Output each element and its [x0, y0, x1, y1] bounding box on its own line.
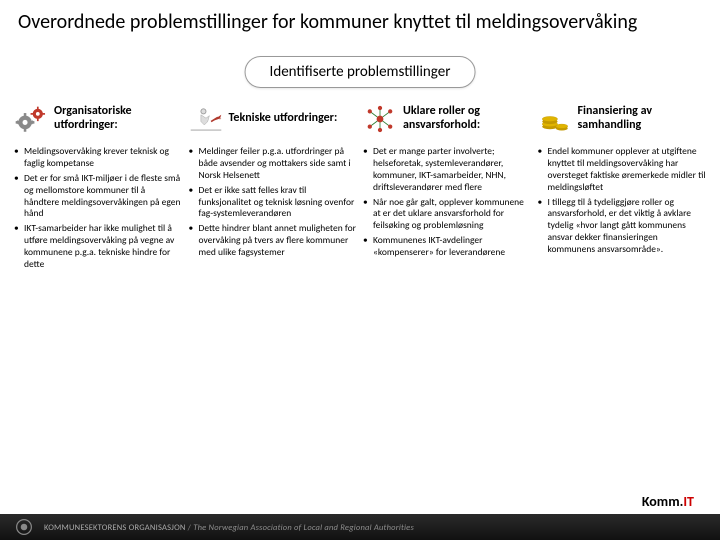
network-icon: [363, 104, 397, 134]
column-organisational: Organisatoriske utfordringer: Meldingsov…: [14, 98, 183, 274]
column-title: Tekniske utfordringer:: [229, 112, 338, 126]
column-title: Organisatoriske utfordringer:: [54, 105, 183, 133]
list-item: Dette hindrer blant annet muligheten for…: [189, 223, 358, 259]
subtitle-box: Identifiserte problemstillinger: [245, 56, 476, 88]
column-roles: Uklare roller og ansvarsforhold: Det er …: [363, 98, 532, 274]
footer-org-en: The Norwegian Association of Local and R…: [193, 523, 414, 533]
column-technical: Tekniske utfordringer: Meldinger feiler …: [189, 98, 358, 274]
bullet-list: Meldinger feiler p.g.a. utfordringer på …: [189, 146, 358, 259]
gears-icon: [14, 104, 48, 134]
column-title: Uklare roller og ansvarsforhold:: [403, 105, 532, 133]
column-header: Tekniske utfordringer:: [189, 98, 358, 140]
runner-icon: [189, 104, 223, 134]
list-item: Det er ikke satt felles krav til funksjo…: [189, 185, 358, 221]
page-title: Overordnede problemstillinger for kommun…: [0, 0, 720, 38]
column-header: Uklare roller og ansvarsforhold:: [363, 98, 532, 140]
list-item: Meldingsovervåking krever teknisk og fag…: [14, 146, 183, 170]
list-item: Meldinger feiler p.g.a. utfordringer på …: [189, 146, 358, 182]
list-item: I tillegg til å tydeliggjøre roller og a…: [538, 197, 707, 256]
column-header: Organisatoriske utfordringer:: [14, 98, 183, 140]
bullet-list: Meldingsovervåking krever teknisk og fag…: [14, 146, 183, 271]
list-item: IKT-samarbeider har ikke mulighet til å …: [14, 223, 183, 271]
footer-bar: KOMMUNESEKTORENS ORGANISASJON / The Norw…: [0, 514, 720, 540]
list-item: Kommunenes IKT-avdelinger «kompenserer» …: [363, 235, 532, 259]
brand-logo: Komm.IT: [642, 493, 694, 510]
list-item: Det er for små IKT-miljøer i de fleste s…: [14, 173, 183, 221]
list-item: Endel kommuner opplever at utgiftene kny…: [538, 146, 707, 194]
column-header: Finansiering av samhandling: [538, 98, 707, 140]
footer-text-wrap: KOMMUNESEKTORENS ORGANISASJON / The Norw…: [44, 522, 414, 533]
bullet-list: Det er mange parter involverte; helsefor…: [363, 146, 532, 259]
brand-part1: Komm.: [642, 493, 683, 510]
list-item: Det er mange parter involverte; helsefor…: [363, 146, 532, 194]
list-item: Når noe går galt, opplever kommunene at …: [363, 197, 532, 233]
money-icon: [538, 104, 572, 134]
column-financing: Finansiering av samhandling Endel kommun…: [538, 98, 707, 274]
brand-part2: IT: [683, 493, 694, 510]
bullet-list: Endel kommuner opplever at utgiftene kny…: [538, 146, 707, 256]
columns-container: Organisatoriske utfordringer: Meldingsov…: [0, 98, 720, 274]
column-title: Finansiering av samhandling: [578, 105, 707, 133]
footer-org: KOMMUNESEKTORENS ORGANISASJON: [44, 523, 186, 533]
ks-logo-icon: [14, 518, 34, 536]
